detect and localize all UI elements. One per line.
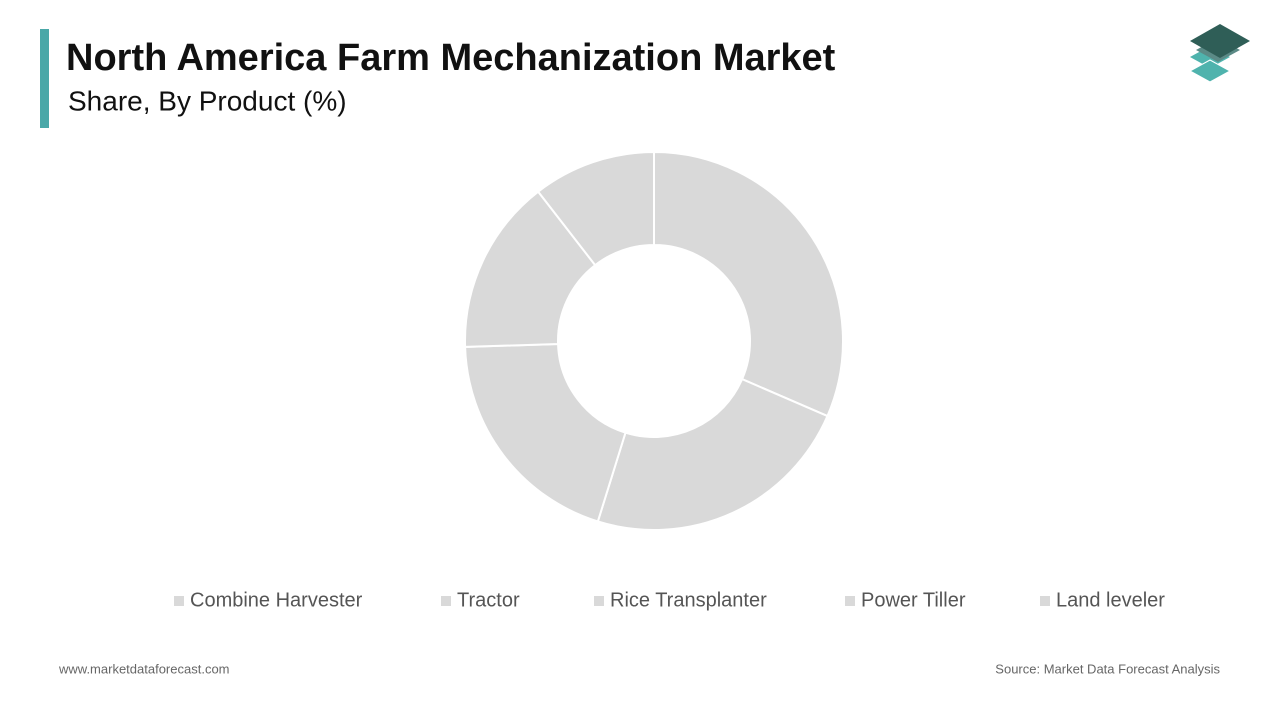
donut-slice bbox=[464, 342, 627, 523]
legend-marker bbox=[1040, 596, 1050, 606]
legend-label: Rice Transplanter bbox=[610, 589, 767, 611]
title-accent bbox=[40, 29, 49, 128]
footer-source: Source: Market Data Forecast Analysis bbox=[995, 661, 1220, 676]
donut-slice bbox=[536, 150, 655, 267]
legend-label: Land leveler bbox=[1056, 589, 1165, 611]
footer-website: www.marketdataforecast.com bbox=[58, 661, 230, 676]
donut-slice bbox=[653, 150, 844, 418]
logo bbox=[1188, 24, 1250, 83]
legend-marker bbox=[174, 596, 184, 606]
donut-slice bbox=[596, 377, 829, 531]
legend-label: Tractor bbox=[457, 589, 520, 611]
legend-marker bbox=[845, 596, 855, 606]
legend-marker bbox=[594, 596, 604, 606]
legend-label: Combine Harvester bbox=[190, 589, 363, 611]
chart-title: North America Farm Mechanization Market bbox=[66, 37, 836, 79]
legend-marker bbox=[441, 596, 451, 606]
legend-label: Power Tiller bbox=[861, 589, 966, 611]
chart-subtitle: Share, By Product (%) bbox=[68, 85, 347, 116]
